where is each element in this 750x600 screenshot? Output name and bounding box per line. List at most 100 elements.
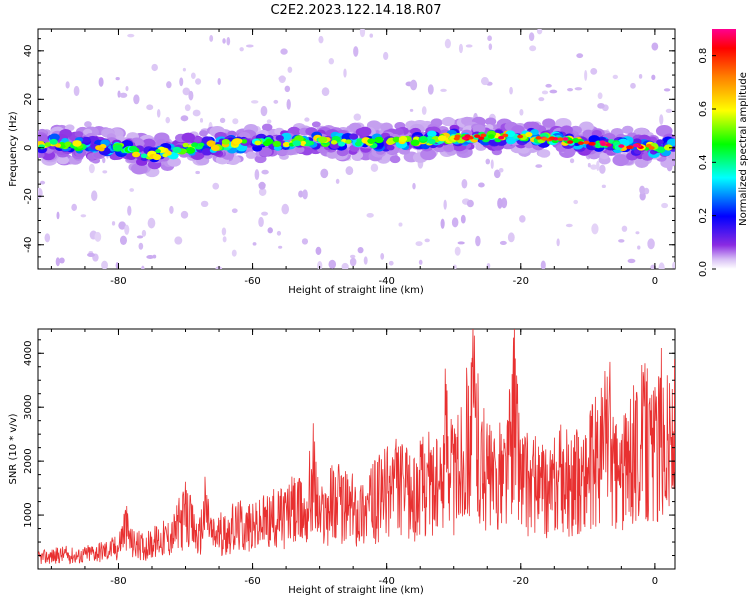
spectrogram-cell <box>427 138 436 145</box>
x-tick-label: -80 <box>110 576 126 587</box>
spectrogram-cell <box>590 164 598 170</box>
spectrogram-panel: -80 -60 -40 -20 0 -40 -20 0 20 40 Height of stra… <box>8 28 676 296</box>
spectrogram-cell <box>245 151 257 159</box>
y-tick-label: 0 <box>23 145 34 151</box>
spectrogram-cell <box>147 217 156 229</box>
y-tick-label: 40 <box>23 44 34 57</box>
spectrogram-cell <box>133 94 140 105</box>
snr-x-label: Height of straight line (km) <box>288 585 424 596</box>
spectrogram-cell <box>410 139 420 146</box>
spectrogram-x-label: Height of straight line (km) <box>288 285 424 296</box>
spectrogram-cell <box>226 37 231 46</box>
spectrogram-cell <box>115 77 120 81</box>
spectrogram-cell <box>169 205 174 214</box>
spectrogram-cell <box>44 142 51 147</box>
spectrogram-cell <box>299 140 307 146</box>
snr-x-ticks: -80 -60 -40 -20 0 <box>50 329 658 587</box>
spectrogram-cell <box>584 69 588 81</box>
spectrogram-cell <box>260 105 268 117</box>
spectrogram-cell <box>443 199 447 210</box>
spectrogram-peak <box>626 145 633 150</box>
spectrogram-cell <box>221 138 230 145</box>
y-tick-label: 3000 <box>23 394 34 419</box>
spectrogram-cell <box>498 167 504 173</box>
spectrogram-cell <box>353 46 359 57</box>
spectrogram-cell <box>349 133 359 140</box>
spectrogram-cell <box>540 260 546 269</box>
spectrogram-cell <box>261 169 269 175</box>
spectrogram-cell <box>254 140 262 146</box>
spectrogram-cell <box>418 259 423 265</box>
spectrogram-cell <box>345 166 354 176</box>
spectrogram-cell <box>320 168 329 179</box>
spectrogram-cell <box>232 118 239 125</box>
spectrogram-cell <box>206 140 216 147</box>
spectrogram-peak <box>562 137 569 141</box>
spectrogram-cell <box>199 117 204 123</box>
spectrogram-cell <box>472 124 486 134</box>
spectrogram-cell <box>659 114 664 125</box>
spectrogram-cell <box>639 191 646 201</box>
spectrogram-cell <box>261 211 269 216</box>
spectrogram-peak <box>632 143 639 148</box>
spectrogram-cell <box>302 189 308 200</box>
spectrogram-cell <box>119 92 128 98</box>
spectrogram-cell <box>278 76 286 81</box>
spectrogram-cell <box>134 140 145 148</box>
spectrogram-cell <box>265 138 274 145</box>
spectrogram-cell <box>663 88 671 92</box>
spectrogram-cell <box>651 74 656 81</box>
spectrogram-cell <box>639 185 646 195</box>
spectrogram-cell <box>389 155 401 164</box>
y-tick-label: 1000 <box>23 502 34 527</box>
spectrogram-cell <box>579 121 594 133</box>
spectrogram-cell <box>191 142 199 147</box>
spectrogram-cell <box>465 44 473 48</box>
spectrogram-cell <box>487 134 495 140</box>
spectrogram-cell <box>174 236 183 245</box>
spectrogram-cell <box>222 236 227 243</box>
colorbar: 0.0 0.2 0.4 0.6 0.8 Normalized spectral ampl… <box>698 29 749 277</box>
spectrogram-cell <box>421 106 427 115</box>
spectrogram-cell <box>111 221 116 226</box>
spectrogram-cell <box>383 51 389 61</box>
spectrogram-cell <box>219 117 226 123</box>
spectrogram-cell <box>541 90 549 95</box>
spectrogram-peak <box>480 133 487 138</box>
spectrogram-cell <box>398 222 403 227</box>
spectrogram-cell <box>529 45 537 52</box>
spectrogram-cell <box>357 247 364 254</box>
spectrogram-cell <box>485 117 497 126</box>
spectrogram-cell <box>321 87 330 97</box>
x-tick-label: -80 <box>110 276 126 287</box>
spectrogram-cell <box>317 260 323 269</box>
spectrogram-cell <box>409 108 414 112</box>
spectrogram-cell <box>240 139 248 144</box>
spectrogram-cell <box>192 109 201 117</box>
spectrogram-cell <box>98 147 105 152</box>
spectrogram-cell <box>217 78 221 85</box>
spectrogram-cell <box>55 257 60 267</box>
spectrogram-cell <box>151 63 158 72</box>
spectrogram-cell <box>647 238 655 250</box>
spectrogram-peak <box>464 134 471 138</box>
spectrogram-cell <box>398 135 408 142</box>
spectrogram-cell <box>538 97 545 102</box>
spectrogram-cell <box>460 214 466 224</box>
spectrogram-cell <box>166 81 172 89</box>
spectrogram-cell <box>152 254 157 259</box>
spectrogram-x-ticks: -80 -60 -40 -20 0 <box>50 29 658 287</box>
spectrogram-peak <box>474 134 481 138</box>
spectrogram-cell <box>258 216 264 228</box>
spectrogram-cell <box>490 159 494 170</box>
spectrogram-cell <box>91 190 98 202</box>
snr-y-ticks: 1000 2000 3000 4000 <box>23 339 675 570</box>
spectrogram-cell <box>127 33 135 38</box>
spectrogram-cell <box>231 249 237 257</box>
spectrogram-cell <box>612 154 630 167</box>
spectrogram-cell <box>643 187 650 195</box>
spectrogram-cell <box>112 144 123 152</box>
spectrogram-cell <box>38 151 45 158</box>
colorbar-tick-label: 0.0 <box>698 261 709 277</box>
spectrogram-cell <box>318 35 324 44</box>
